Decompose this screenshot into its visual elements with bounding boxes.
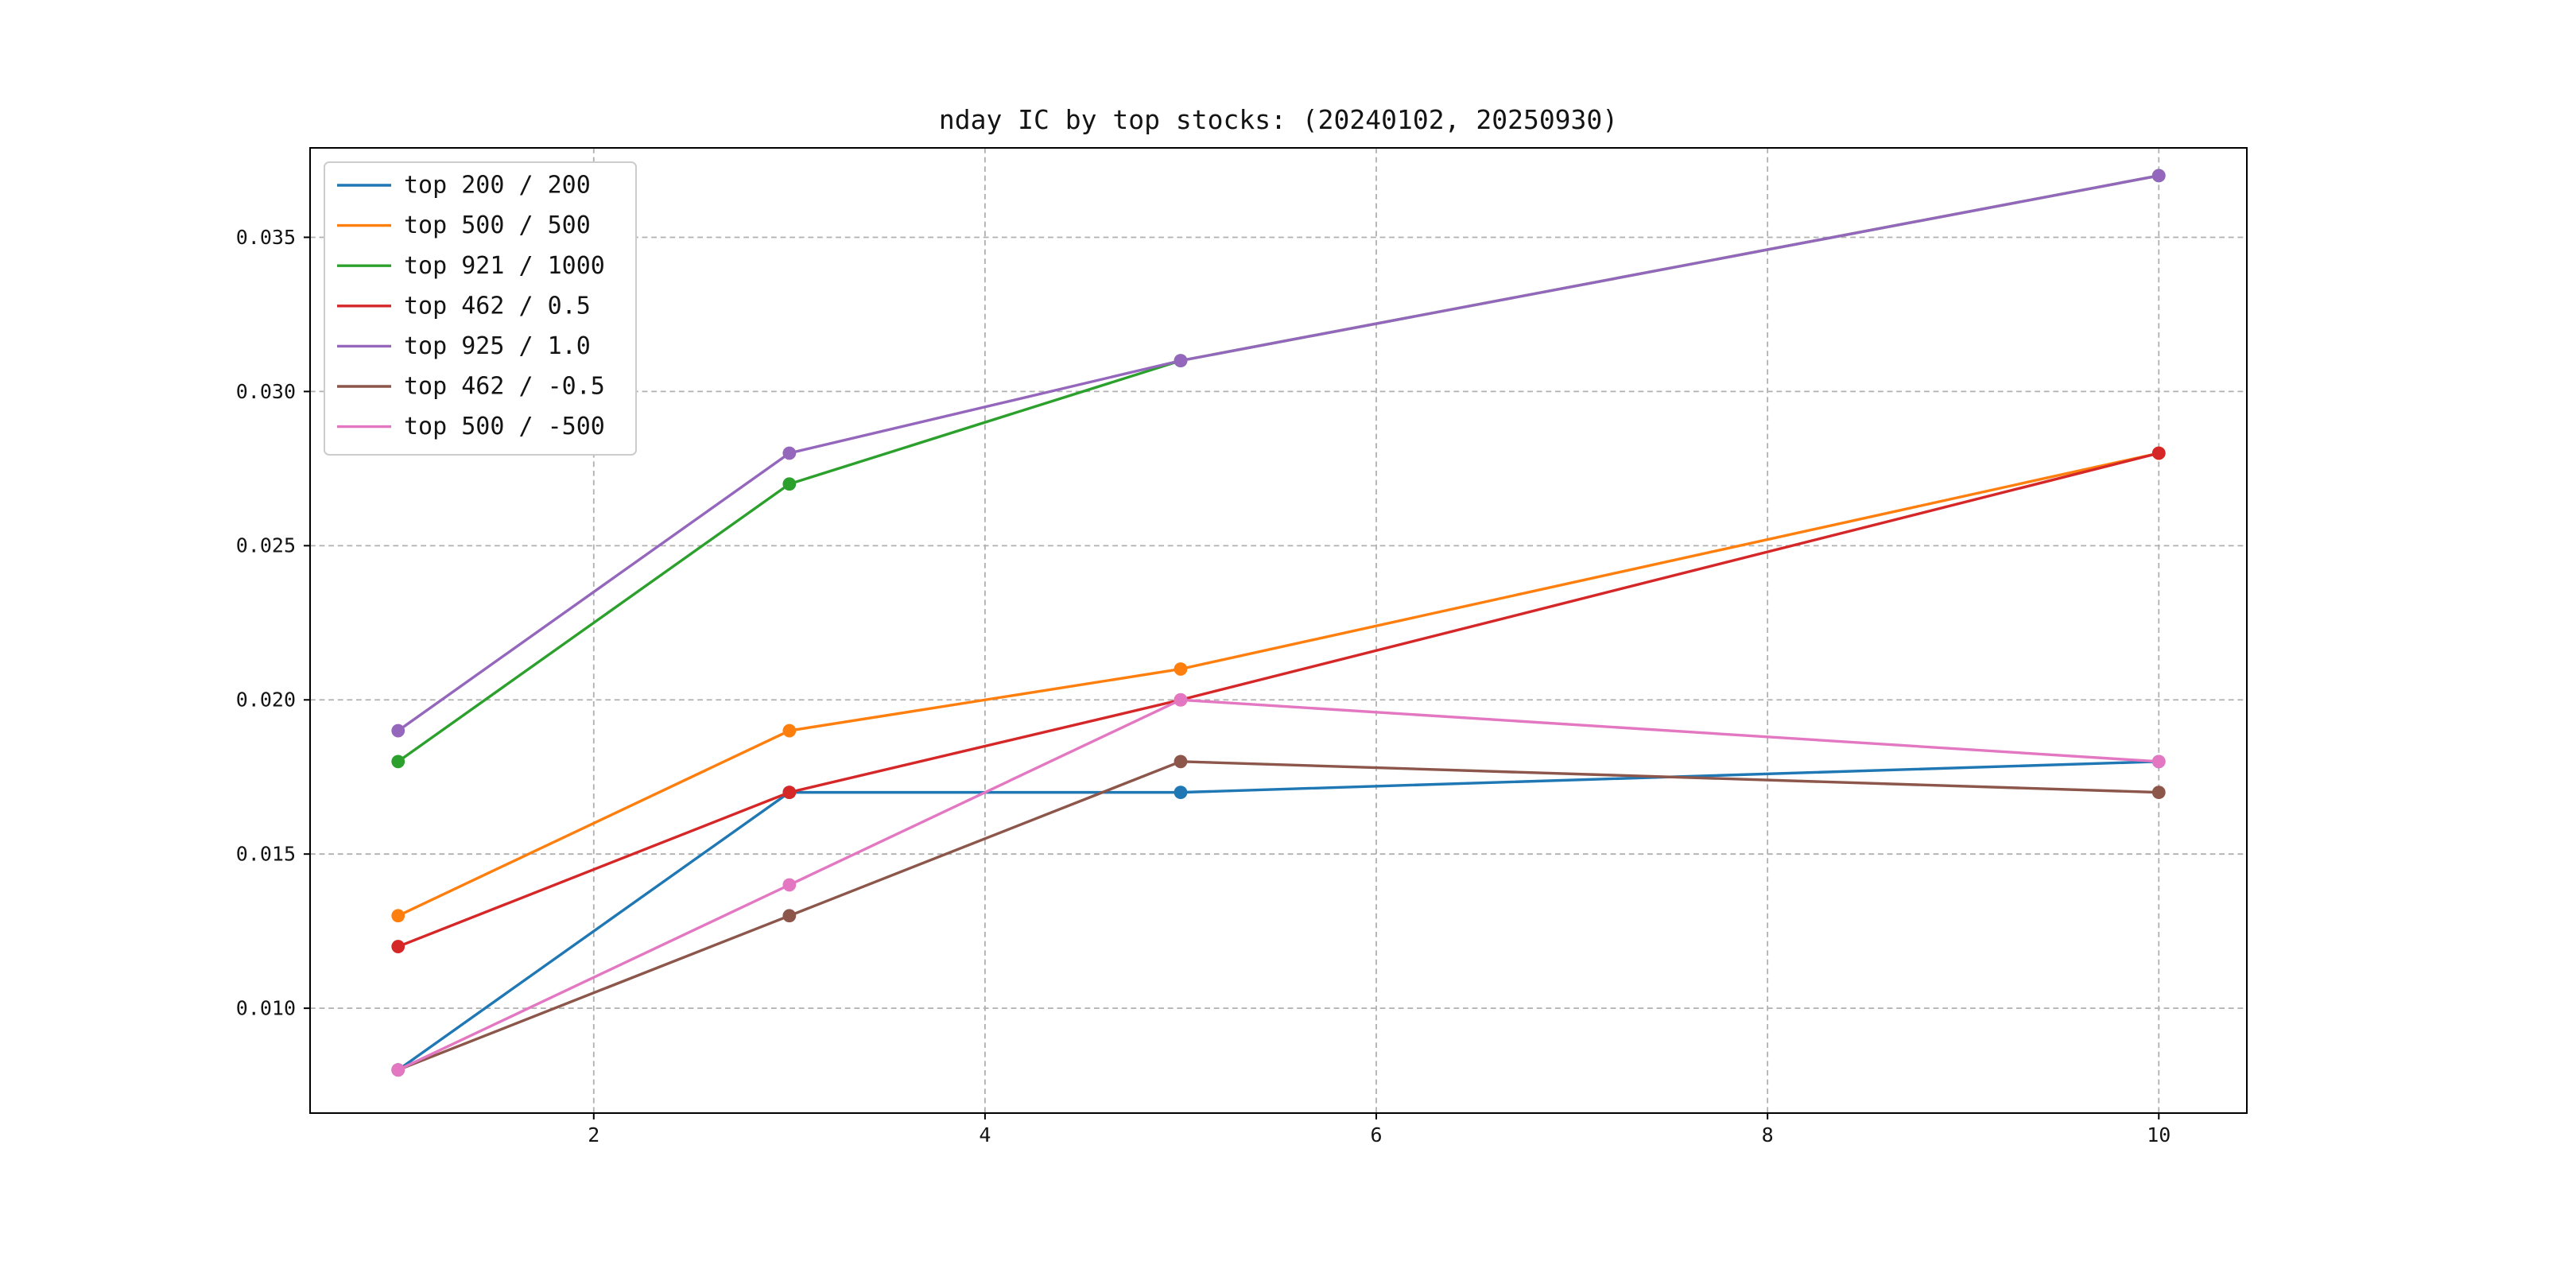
data-point [2151,755,2166,769]
y-tick-label: 0.015 [236,843,296,866]
data-point [1174,692,1188,707]
series-line-2 [397,174,2159,763]
data-point [1174,354,1188,368]
data-point [782,909,797,923]
legend-label: top 500 / 500 [404,211,591,239]
data-point [782,724,797,738]
legend-label: top 462 / -0.5 [404,373,605,401]
legend-label: top 500 / -500 [404,413,605,440]
data-point [782,878,797,892]
legend-label: top 921 / 1000 [404,252,605,280]
series-line-6 [398,698,2159,1072]
x-tick-label: 8 [1762,1123,1774,1146]
data-point [1174,755,1188,769]
y-tick-label: 0.010 [236,997,296,1020]
y-tick-label: 0.020 [236,689,296,712]
legend: top 200 / 200 top 500 / 500 top 921 / 1000… [324,161,637,456]
data-point [391,940,405,953]
series-line-0 [397,760,2159,1072]
legend-label: top 462 / 0.5 [404,292,591,320]
chart-title: nday IC by top stocks: (20240102, 202509… [939,104,1618,135]
data-point [782,477,797,491]
x-tick-label: 4 [979,1123,991,1146]
data-point [391,1063,405,1077]
y-tick-label: 0.035 [236,226,296,249]
y-tick-label: 0.030 [236,380,296,403]
legend-label: top 200 / 200 [404,172,591,200]
data-point [782,446,797,460]
series-line-4 [397,174,2159,732]
data-point [391,755,405,769]
data-point [782,786,797,800]
data-point [1174,786,1188,800]
data-point [1174,662,1188,676]
series-line-1 [398,452,2159,918]
series-line-5 [398,760,2159,1072]
data-point [2151,786,2166,800]
y-tick-label: 0.025 [236,534,296,557]
data-point [391,909,405,923]
axes-frame [309,147,2248,1114]
x-tick-label: 10 [2147,1123,2171,1146]
legend-label: top 925 / 1.0 [404,332,591,360]
data-point [2151,446,2166,460]
data-point [391,724,405,738]
legend-box [324,161,637,456]
x-tick-label: 6 [1370,1123,1382,1146]
x-tick-label: 2 [588,1123,599,1146]
data-point [2151,169,2166,183]
series-line-3 [398,452,2159,949]
plot-area: 2 4 6 8 10 0.010 0.015 0.020 0.025 0.030 0.035 top … [236,147,2248,1146]
